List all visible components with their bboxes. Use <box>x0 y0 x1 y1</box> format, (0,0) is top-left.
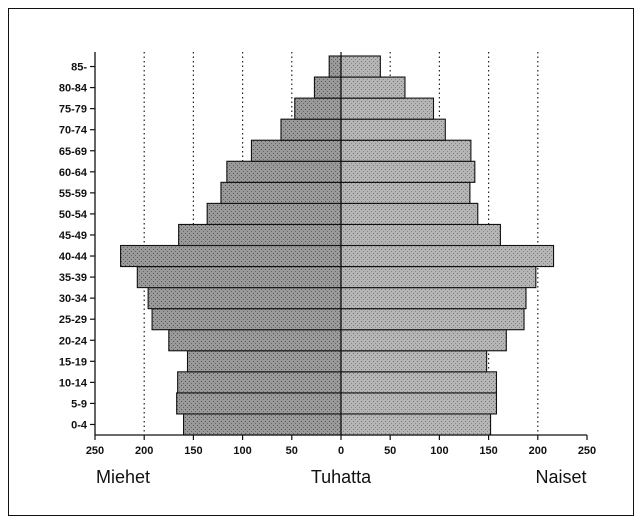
bar-miehet <box>151 308 342 331</box>
x-tick-label: 200 <box>135 445 153 457</box>
x-tick-label: 100 <box>233 445 251 457</box>
bar-naiset <box>340 266 537 289</box>
population-pyramid-chart: 0-4 5-9 10-14 15-19 20-24 25-29 30-34 35-39 40-4… <box>59 52 596 487</box>
bar-naiset <box>340 97 435 120</box>
x-tick-label: 50 <box>286 445 298 457</box>
bar-naiset <box>340 287 527 310</box>
x-tick-label: 150 <box>479 445 497 457</box>
bar-naiset <box>340 223 501 247</box>
bar-miehet <box>220 181 342 204</box>
y-tick-label: 65-69 <box>59 146 87 158</box>
y-tick-label: 0-4 <box>71 419 88 431</box>
bar-naiset <box>340 55 381 78</box>
x-tick-label: 200 <box>529 445 547 457</box>
bar-miehet <box>178 223 342 247</box>
x-tick-label: 0 <box>338 445 344 457</box>
bar-naiset <box>340 350 488 373</box>
chart-frame: 0-4 5-9 10-14 15-19 20-24 25-29 30-34 35-39 40-4… <box>8 8 634 516</box>
y-tick-label: 5-9 <box>71 398 87 410</box>
x-tick-label: 100 <box>430 445 448 457</box>
bar-naiset <box>340 329 507 352</box>
bar-miehet <box>147 287 342 310</box>
bar-naiset <box>340 181 471 204</box>
right-series-label: Naiset <box>535 467 586 487</box>
y-tick-label: 60-64 <box>59 167 88 179</box>
bar-naiset <box>340 160 476 183</box>
bar-miehet <box>328 55 342 78</box>
x-tick-label: 50 <box>384 445 396 457</box>
bar-naiset <box>340 392 498 415</box>
bar-miehet <box>186 350 342 373</box>
bar-miehet <box>280 118 342 141</box>
bar-naiset <box>340 76 406 99</box>
bar-naiset <box>340 413 492 436</box>
y-tick-label: 70-74 <box>59 125 88 137</box>
x-tick-label: 250 <box>578 445 596 457</box>
y-tick-label: 15-19 <box>59 356 87 368</box>
y-tick-label: 10-14 <box>59 377 88 389</box>
x-axis-title: Tuhatta <box>311 467 372 487</box>
y-tick-label: 85- <box>71 62 87 74</box>
bar-miehet <box>168 329 342 352</box>
bar-naiset <box>340 308 525 331</box>
bar-naiset <box>340 244 555 268</box>
bar-miehet <box>176 392 342 415</box>
bar-miehet <box>177 371 342 394</box>
bar-naiset <box>340 371 498 394</box>
y-tick-label: 45-49 <box>59 230 87 242</box>
x-tick-label: 150 <box>184 445 202 457</box>
y-tick-label: 75-79 <box>59 104 87 116</box>
y-tick-label: 35-39 <box>59 272 87 284</box>
bar-miehet <box>120 244 342 268</box>
bar-naiset <box>340 202 479 225</box>
bar-miehet <box>226 160 342 183</box>
bar-miehet <box>313 76 342 99</box>
y-tick-label: 40-44 <box>59 251 88 263</box>
x-tick-label: 250 <box>86 445 104 457</box>
y-tick-label: 20-24 <box>59 335 88 347</box>
left-series-label: Miehet <box>96 467 150 487</box>
y-tick-label: 25-29 <box>59 314 87 326</box>
bar-miehet <box>294 97 342 120</box>
bar-miehet <box>136 266 342 289</box>
y-tick-label: 55-59 <box>59 188 87 200</box>
y-tick-label: 50-54 <box>59 209 88 221</box>
y-tick-label: 80-84 <box>59 83 88 95</box>
y-tick-label: 30-34 <box>59 293 88 305</box>
bar-miehet <box>250 139 342 162</box>
bar-miehet <box>206 202 342 225</box>
bar-naiset <box>340 139 472 162</box>
bar-naiset <box>340 118 446 141</box>
bar-miehet <box>183 413 342 436</box>
